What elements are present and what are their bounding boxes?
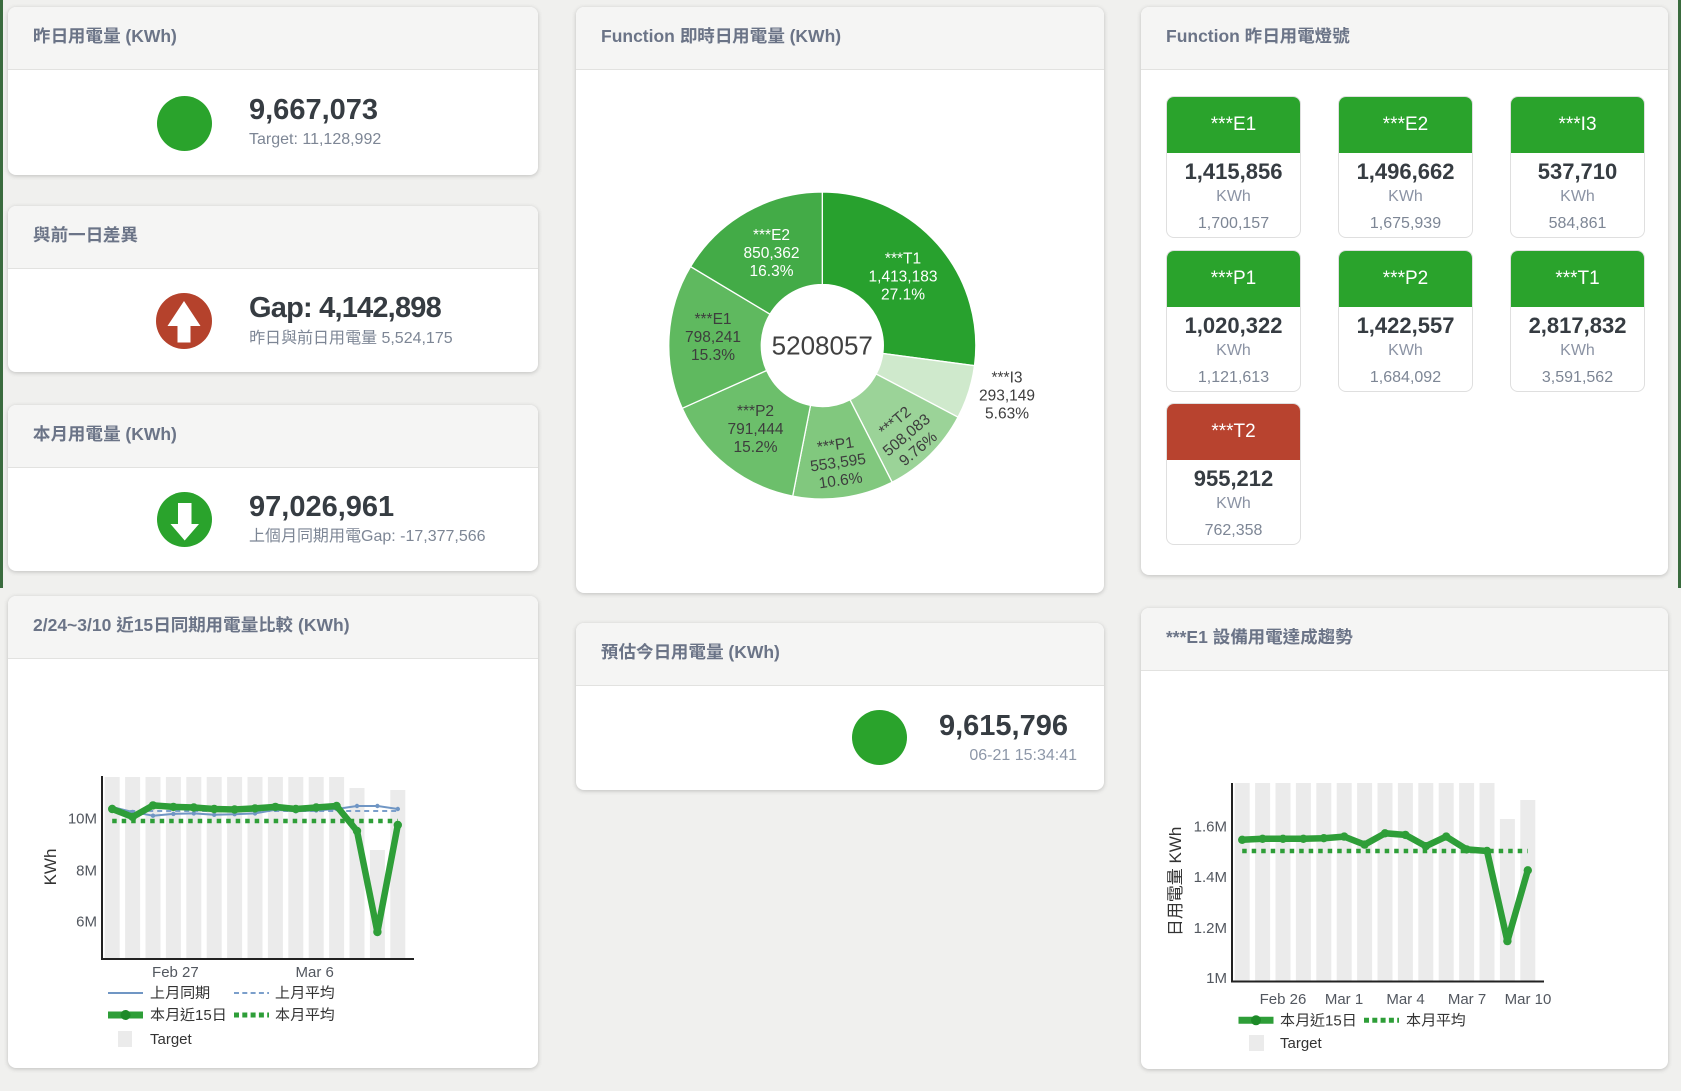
svg-text:5208057: 5208057 (772, 331, 873, 361)
svg-text:6M: 6M (76, 914, 97, 931)
svg-text:5.63%: 5.63% (985, 406, 1029, 423)
svg-text:Target: Target (1280, 1035, 1323, 1052)
svg-text:Target: Target (150, 1031, 193, 1048)
svg-text:10M: 10M (68, 811, 97, 828)
svg-text:上月平均: 上月平均 (275, 985, 335, 1002)
svg-text:本月平均: 本月平均 (1406, 1012, 1466, 1029)
svg-text:1.2M: 1.2M (1194, 920, 1227, 937)
svg-text:Feb 27: Feb 27 (152, 964, 199, 981)
svg-text:***E1: ***E1 (694, 311, 731, 328)
svg-text:791,444: 791,444 (727, 421, 783, 438)
svg-text:Mar 10: Mar 10 (1505, 991, 1552, 1008)
svg-text:Mar 7: Mar 7 (1448, 991, 1486, 1008)
svg-text:本月近15日: 本月近15日 (150, 1007, 227, 1024)
svg-text:15.2%: 15.2% (734, 439, 778, 456)
svg-text:293,149: 293,149 (979, 388, 1035, 405)
svg-text:850,362: 850,362 (743, 245, 799, 262)
svg-text:***I3: ***I3 (991, 370, 1022, 387)
svg-text:本月近15日: 本月近15日 (1280, 1012, 1357, 1029)
svg-text:10.6%: 10.6% (818, 469, 864, 492)
svg-text:上月同期: 上月同期 (150, 985, 210, 1002)
svg-text:Mar 4: Mar 4 (1386, 991, 1424, 1008)
svg-text:1M: 1M (1206, 970, 1227, 987)
svg-text:***P1: ***P1 (816, 434, 855, 456)
svg-text:KWh: KWh (41, 849, 60, 886)
svg-text:本月平均: 本月平均 (275, 1007, 335, 1024)
svg-text:1.6M: 1.6M (1194, 819, 1227, 836)
svg-text:Mar 1: Mar 1 (1325, 991, 1363, 1008)
svg-text:日用電量 KWh: 日用電量 KWh (1166, 827, 1185, 937)
svg-text:27.1%: 27.1% (881, 287, 925, 304)
svg-text:1,413,183: 1,413,183 (869, 269, 938, 286)
svg-text:***P2: ***P2 (737, 403, 774, 420)
svg-text:8M: 8M (76, 862, 97, 879)
svg-text:Mar 6: Mar 6 (296, 964, 334, 981)
svg-text:Feb 26: Feb 26 (1260, 991, 1307, 1008)
svg-text:***T1: ***T1 (885, 251, 921, 268)
svg-text:1.4M: 1.4M (1194, 869, 1227, 886)
svg-text:***E2: ***E2 (753, 227, 790, 244)
svg-text:15.3%: 15.3% (691, 347, 735, 364)
svg-text:798,241: 798,241 (685, 329, 741, 346)
svg-text:16.3%: 16.3% (750, 263, 794, 280)
